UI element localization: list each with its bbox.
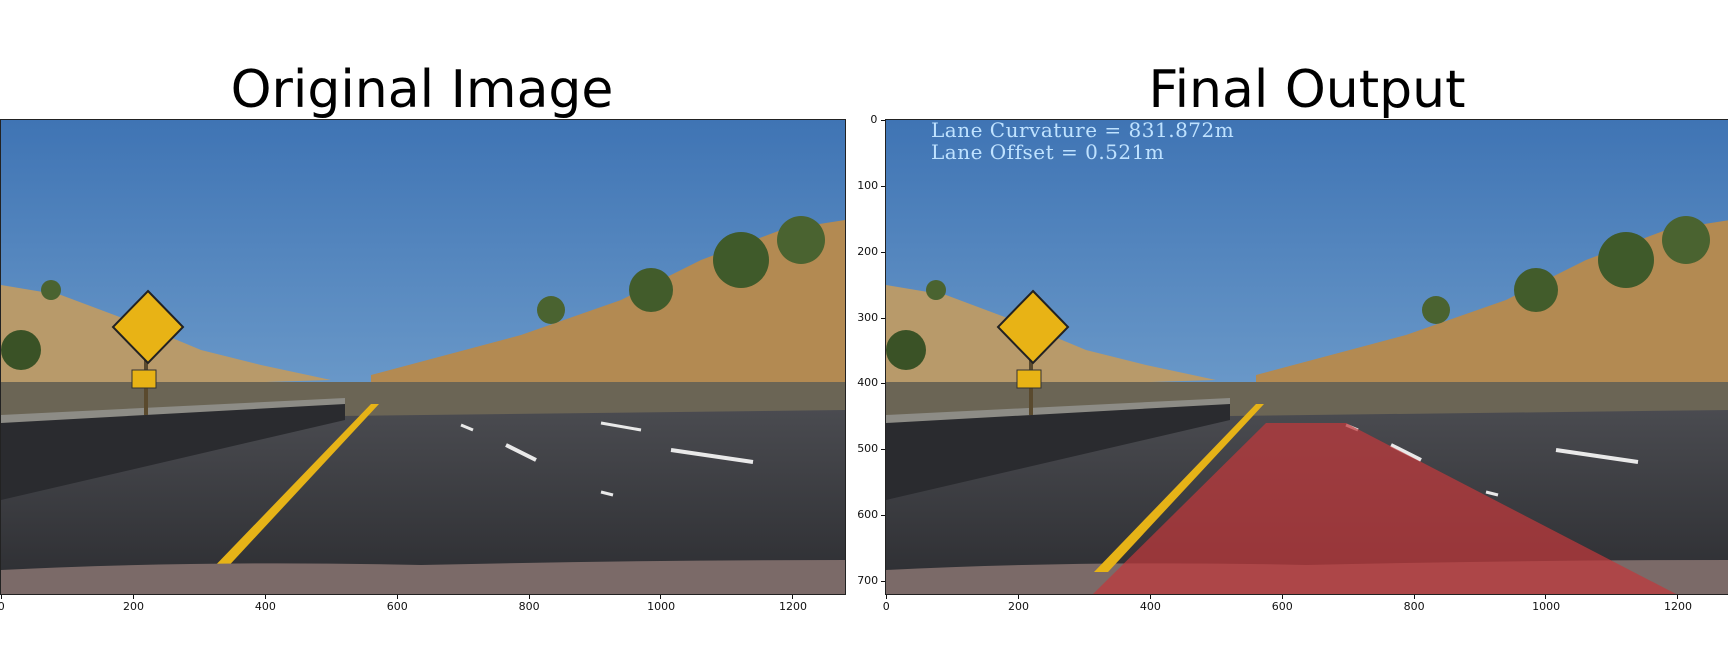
original-image: [0, 119, 846, 595]
road-scene-original: [1, 120, 845, 594]
road-scene-output: [886, 120, 1728, 594]
x-tick-label: 1200: [1664, 600, 1693, 613]
x-tick-mark: [132, 595, 134, 599]
y-tick-mark: [881, 185, 885, 187]
x-tick-mark: [264, 595, 266, 599]
y-tick-label: 500: [857, 442, 879, 456]
y-tick-label: 0: [870, 113, 878, 126]
x-tick-label: 800: [518, 600, 540, 613]
x-tick-label: 1200: [779, 600, 808, 613]
lane-offset-text: Lane Offset = 0.521m: [931, 140, 1165, 164]
x-tick-mark: [1149, 595, 1151, 599]
x-tick-mark: [1017, 595, 1019, 599]
x-tick-label: 400: [254, 600, 276, 613]
x-tick-mark: [1413, 595, 1415, 599]
x-tick-label: 1000: [1532, 600, 1561, 613]
x-tick-label: 0: [882, 600, 890, 613]
left-panel-title: Original Image: [230, 60, 614, 120]
y-tick-mark: [881, 449, 885, 451]
x-tick-mark: [1281, 595, 1283, 599]
x-tick-mark: [886, 595, 887, 599]
y-tick-mark: [881, 251, 885, 253]
y-tick-label: 100: [857, 178, 879, 192]
x-tick-label: 600: [1271, 600, 1293, 613]
x-tick-label: 0: [0, 600, 5, 613]
x-tick-mark: [528, 595, 530, 599]
x-tick-mark: [792, 595, 794, 599]
y-tick-label: 700: [857, 573, 879, 587]
x-tick-label: 200: [1007, 600, 1029, 613]
x-tick-mark: [1677, 595, 1679, 599]
x-tick-label: 800: [1403, 600, 1425, 613]
y-tick-label: 600: [857, 508, 879, 521]
lane-curvature-text: Lane Curvature = 831.872m: [931, 119, 1235, 142]
y-tick-mark: [881, 580, 885, 582]
x-tick-mark: [396, 595, 398, 599]
y-tick-mark: [881, 317, 885, 319]
right-panel-title: Final Output: [1148, 60, 1466, 120]
x-tick-label: 1000: [647, 600, 676, 613]
x-tick-label: 400: [1139, 600, 1161, 613]
x-tick-mark: [1545, 595, 1547, 599]
x-tick-mark: [1, 595, 2, 599]
y-tick-mark: [881, 515, 885, 516]
x-tick-label: 200: [122, 600, 144, 613]
y-tick-mark: [881, 120, 885, 121]
y-tick-label: 300: [857, 310, 879, 324]
x-tick-mark: [660, 595, 662, 599]
lane-overlay: [1093, 423, 1676, 594]
y-tick-label: 200: [857, 244, 879, 258]
y-tick-label: 400: [857, 376, 879, 390]
y-tick-mark: [881, 383, 885, 385]
final-output-image: Lane Curvature = 831.872m Lane Offset = …: [885, 119, 1728, 595]
x-tick-label: 600: [386, 600, 408, 613]
